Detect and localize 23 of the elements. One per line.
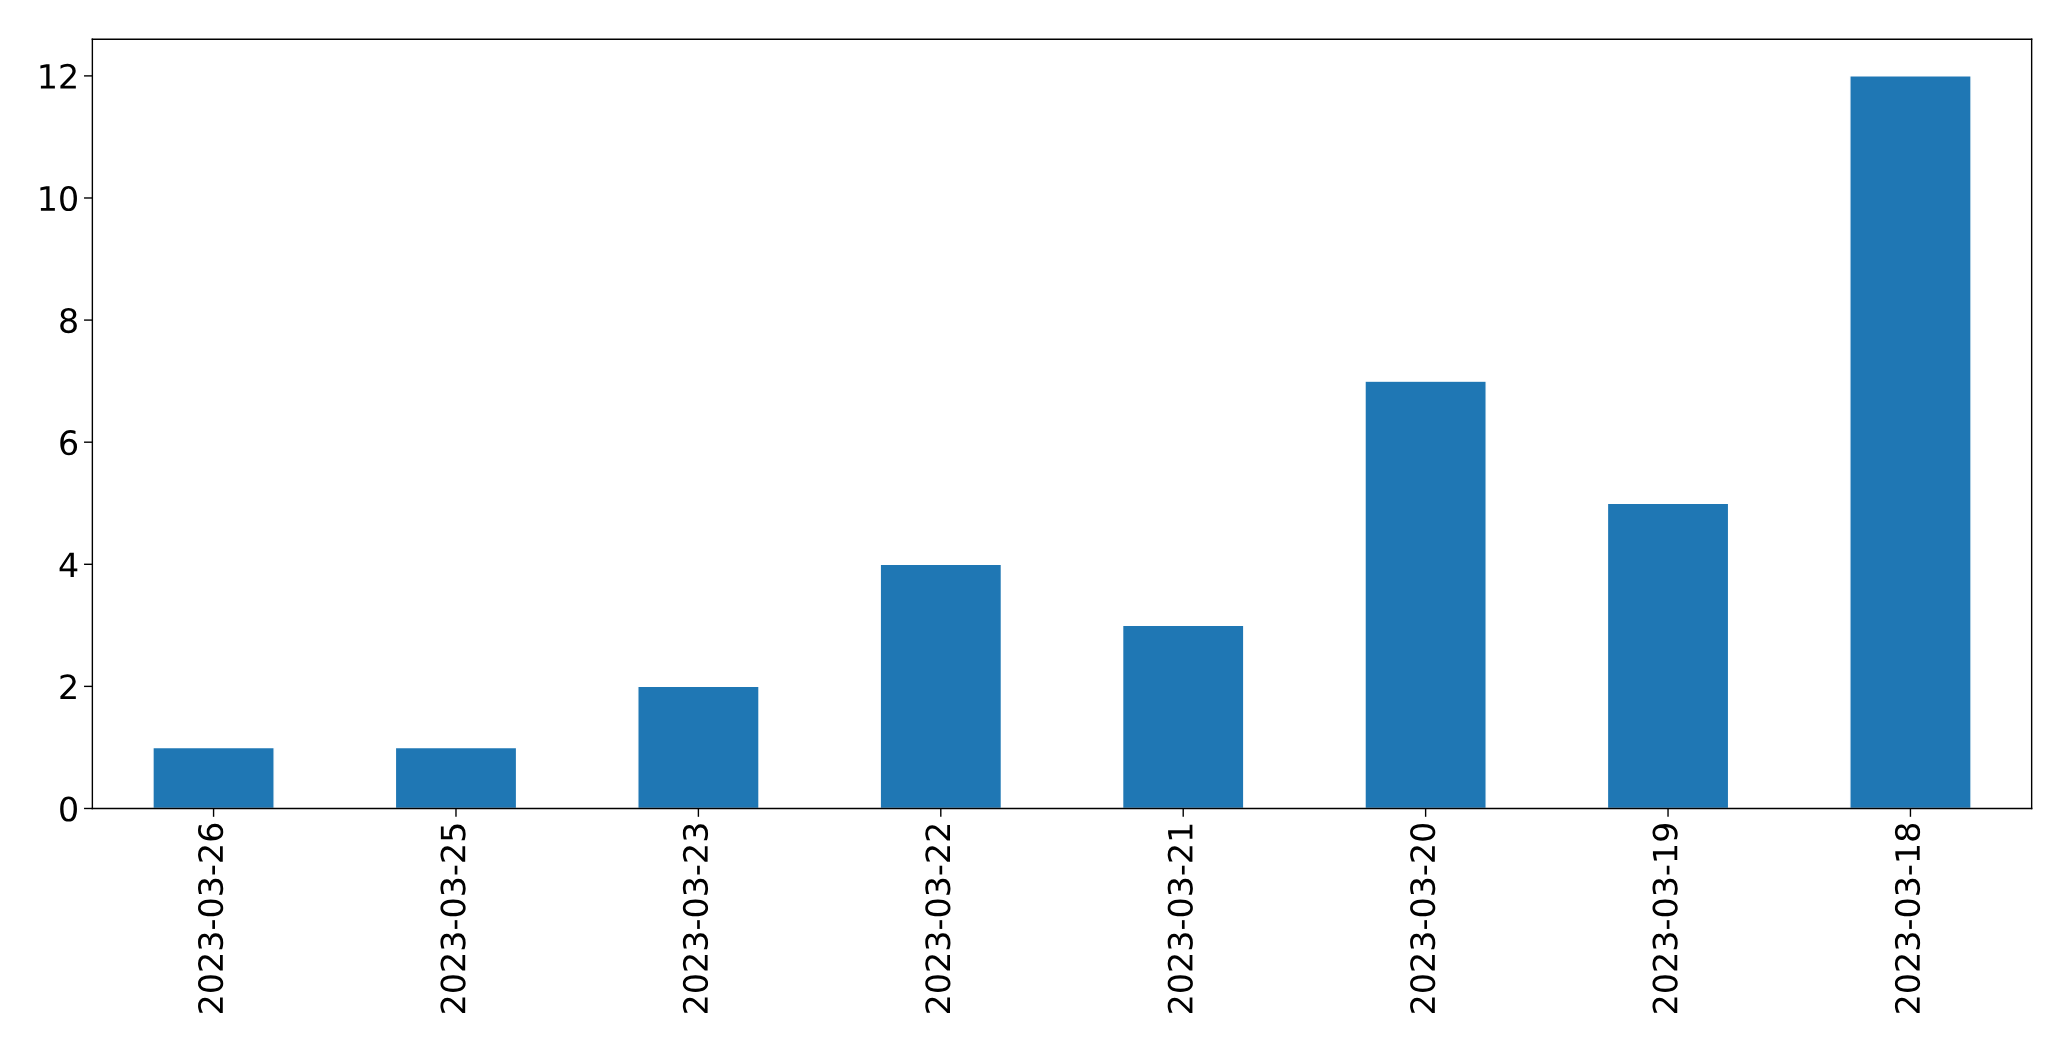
bar (394, 746, 518, 809)
y-tick-label: 8 (60, 308, 77, 334)
bar (637, 685, 760, 809)
y-tick-label: 12 (40, 63, 76, 89)
x-tick-label: 2023-03-22 (925, 825, 951, 1013)
bar (1606, 502, 1730, 809)
bar (152, 746, 275, 809)
x-tick-label: 2023-03-19 (1652, 824, 1678, 1013)
bar (1364, 380, 1487, 809)
x-tick-label: 2023-03-21 (1167, 824, 1193, 1013)
y-tick-label: 2 (60, 674, 76, 700)
x-tick-label: 2023-03-26 (198, 823, 224, 1013)
y-tick-label: 6 (60, 430, 78, 456)
x-tick-label: 2023-03-25 (440, 824, 466, 1013)
x-tick-label: 2023-03-18 (1894, 823, 1921, 1013)
y-tick-label: 4 (59, 552, 78, 577)
x-tick-label: 2023-03-23 (682, 824, 709, 1013)
x-tick-label: 2023-03-20 (1410, 823, 1436, 1013)
y-tick-label: 0 (60, 796, 77, 822)
y-tick-label: 10 (40, 185, 77, 212)
bar (1849, 75, 1972, 809)
bar (1121, 624, 1245, 809)
bar (879, 563, 1003, 809)
